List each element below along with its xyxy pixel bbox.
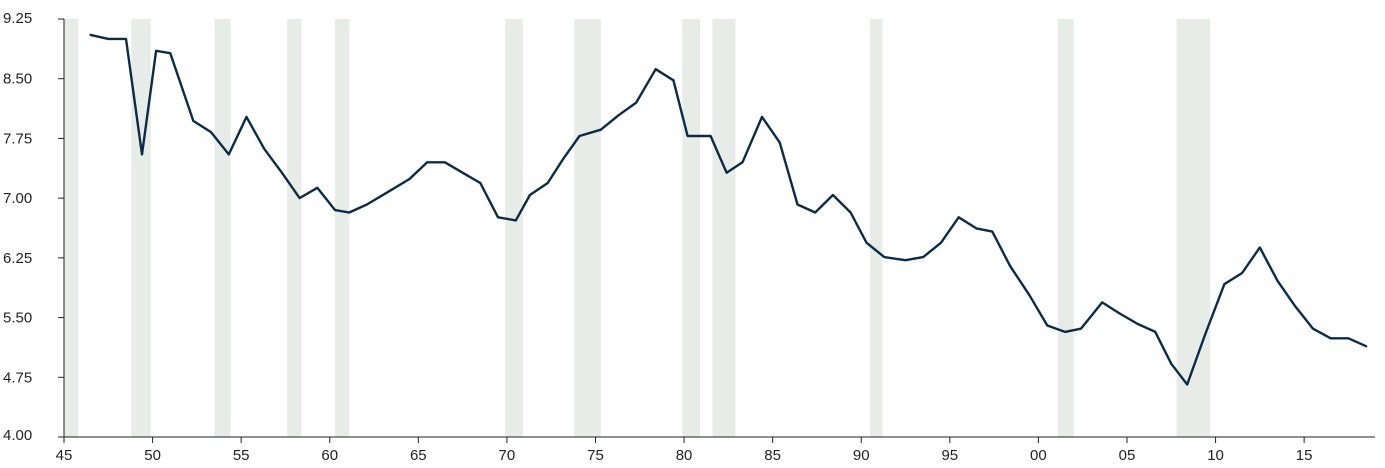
y-tick-label: 7.75 [3,130,32,147]
series-line [89,33,1368,386]
x-tick-label: 95 [941,447,958,464]
x-tick-label: 90 [853,447,870,464]
shaded-period-band [712,19,736,437]
x-tick-label: 50 [144,447,161,464]
shaded-periods [64,19,1211,437]
shaded-period-band [1176,19,1211,437]
shaded-period-band [505,19,523,437]
shaded-period-band [1057,19,1074,437]
shaded-period-band [214,19,231,437]
series-layer [89,33,1368,386]
y-tick-label: 4.75 [3,369,32,386]
x-tick-label: 45 [56,447,73,464]
x-tick-label: 80 [676,447,693,464]
y-tick-label: 8.50 [3,71,32,88]
axes [58,18,1375,443]
shaded-period-band [131,19,151,437]
x-tick-label: 65 [410,447,427,464]
x-tick-label: 55 [233,447,250,464]
shaded-period-band [287,19,302,437]
y-tick-label: 7.00 [3,190,32,207]
y-tick-label: 5.50 [3,310,32,327]
shaded-period-band [64,19,79,437]
shaded-period-band [574,19,601,437]
x-tick-label: 85 [764,447,781,464]
tick-labels: 4.00 4.75 5.50 6.25 7.00 7.75 8.50 9.25 45 50 55 60… [3,10,1312,464]
y-tick-label: 9.25 [3,10,32,27]
x-tick-label: 75 [587,447,604,464]
x-tick-label: 70 [499,447,516,464]
x-tick-label: 60 [321,447,338,464]
y-tick-label: 6.25 [3,250,32,267]
x-tick-label: 10 [1207,447,1224,464]
shaded-period-band [870,19,883,437]
shaded-period-band [682,19,701,437]
x-tick-label: 15 [1296,447,1313,464]
x-tick-label: 00 [1030,447,1047,464]
shaded-period-band [335,19,350,437]
x-tick-label: 05 [1119,447,1136,464]
y-tick-label: 4.00 [3,427,32,444]
